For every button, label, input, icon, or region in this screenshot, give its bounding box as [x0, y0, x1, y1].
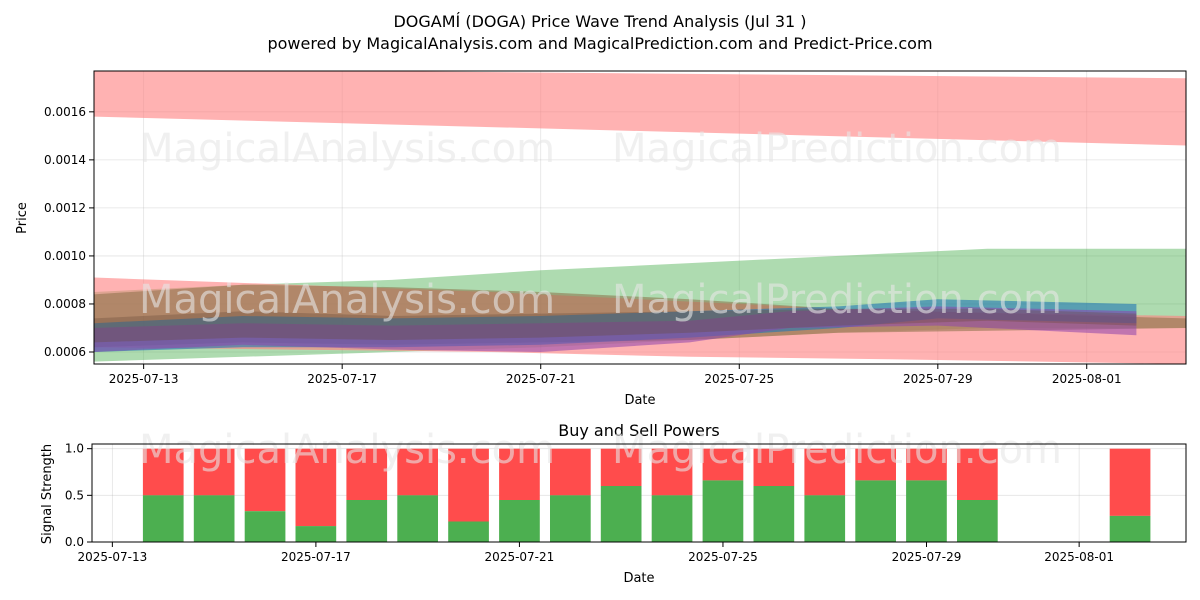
- signal-x-axis-label: Date: [623, 571, 654, 586]
- price-band-0: [94, 71, 1186, 146]
- price-x-tick-label: 2025-08-01: [1052, 372, 1122, 386]
- chart-subtitle: powered by MagicalAnalysis.com and Magic…: [267, 34, 932, 53]
- watermark-prediction-3: MagicalPrediction.com: [612, 427, 1062, 473]
- signal-x-tick-label: 2025-07-21: [485, 550, 555, 564]
- price-x-tick-label: 2025-07-21: [506, 372, 576, 386]
- sell-bar: [244, 448, 286, 512]
- signal-y-tick-label: 1.0: [65, 442, 84, 456]
- signal-y-tick-label: 0.0: [65, 535, 84, 549]
- sell-bar: [550, 448, 591, 496]
- signal-axes-frame: [91, 443, 1187, 543]
- signal-x-tick-label: 2025-08-01: [1044, 550, 1114, 564]
- price-bands: [94, 71, 1186, 364]
- signal-bars: [142, 448, 1151, 542]
- watermark-prediction: MagicalPrediction.com: [612, 126, 1062, 172]
- price-panel: MagicalAnalysis.com MagicalPrediction.co…: [15, 70, 1187, 408]
- buy-bar: [753, 486, 795, 542]
- price-y-tick-label: 0.0016: [44, 105, 86, 119]
- buy-bar: [804, 495, 846, 542]
- signal-y-ticks: 0.0 0.5 1.0: [65, 442, 92, 549]
- price-band-6: [94, 308, 1137, 343]
- buy-bar: [295, 526, 337, 542]
- price-x-tick-label: 2025-07-17: [307, 372, 377, 386]
- signal-x-tick-label: 2025-07-13: [77, 550, 147, 564]
- price-x-ticks: 2025-07-13 2025-07-17 2025-07-21 2025-07-25…: [109, 364, 1122, 386]
- signal-panel: Buy and Sell Powers MagicalAnalysis.com …: [40, 421, 1187, 586]
- buy-bar: [702, 480, 744, 542]
- price-y-tick-label: 0.0006: [44, 345, 86, 359]
- sell-bar: [295, 448, 337, 527]
- buy-bar: [193, 495, 235, 542]
- buy-bar: [142, 495, 184, 542]
- sell-bar: [600, 448, 642, 486]
- buy-bar: [550, 495, 591, 542]
- watermark-analysis: MagicalAnalysis.com: [139, 126, 555, 172]
- price-y-tick-label: 0.0010: [44, 249, 86, 263]
- signal-y-axis-label: Signal Strength: [40, 444, 55, 544]
- price-x-tick-label: 2025-07-25: [704, 372, 774, 386]
- price-band-group: [94, 71, 1186, 364]
- sell-bar: [1109, 448, 1151, 516]
- signal-x-ticks: 2025-07-13 2025-07-17 2025-07-21 2025-07-25…: [77, 542, 1114, 564]
- signal-x-tick-label: 2025-07-29: [892, 550, 962, 564]
- price-y-tick-label: 0.0008: [44, 297, 86, 311]
- price-y-tick-label: 0.0012: [44, 201, 86, 215]
- price-x-tick-label: 2025-07-29: [903, 372, 973, 386]
- signal-x-tick-label: 2025-07-17: [281, 550, 351, 564]
- sell-bar: [448, 448, 489, 522]
- watermark-analysis-2: MagicalAnalysis.com: [139, 277, 555, 323]
- signal-title: Buy and Sell Powers: [558, 421, 720, 440]
- buy-bar: [244, 511, 286, 542]
- sell-bar: [702, 448, 744, 481]
- signal-y-tick-label: 0.5: [65, 488, 84, 502]
- sell-bar: [499, 448, 540, 500]
- price-x-axis-label: Date: [624, 393, 655, 408]
- buy-bar: [906, 480, 947, 542]
- buy-bar: [448, 521, 489, 542]
- buy-bar: [855, 480, 896, 542]
- price-y-axis-label: Price: [15, 202, 30, 234]
- buy-bar: [1109, 515, 1151, 542]
- sell-bar: [855, 448, 896, 481]
- sell-bar: [142, 448, 184, 496]
- price-x-tick-label: 2025-07-13: [109, 372, 179, 386]
- watermark-analysis-3: MagicalAnalysis.com: [139, 427, 555, 473]
- sell-bar: [906, 448, 947, 481]
- price-y-tick-label: 0.0014: [44, 153, 86, 167]
- signal-x-tick-label: 2025-07-25: [688, 550, 758, 564]
- price-band-5: [94, 306, 1137, 352]
- sell-bar: [346, 448, 388, 500]
- buy-bar: [651, 495, 693, 542]
- sell-bar: [651, 448, 693, 496]
- watermark-prediction-2: MagicalPrediction.com: [612, 277, 1062, 323]
- sell-bar: [193, 448, 235, 496]
- chart-title: DOGAMÍ (DOGA) Price Wave Trend Analysis …: [393, 12, 806, 31]
- sell-bar: [753, 448, 795, 486]
- buy-bar: [397, 495, 438, 542]
- buy-bar: [600, 486, 642, 542]
- buy-bar: [957, 500, 998, 542]
- sell-bar: [957, 448, 998, 500]
- sell-bar: [804, 448, 846, 496]
- price-axes-frame: [93, 70, 1187, 365]
- buy-bar: [499, 500, 540, 542]
- buy-bar: [346, 500, 388, 542]
- sell-bar: [397, 448, 438, 496]
- price-y-ticks: 0.0006 0.0008 0.0010 0.0012 0.0014 0.0016: [44, 105, 94, 359]
